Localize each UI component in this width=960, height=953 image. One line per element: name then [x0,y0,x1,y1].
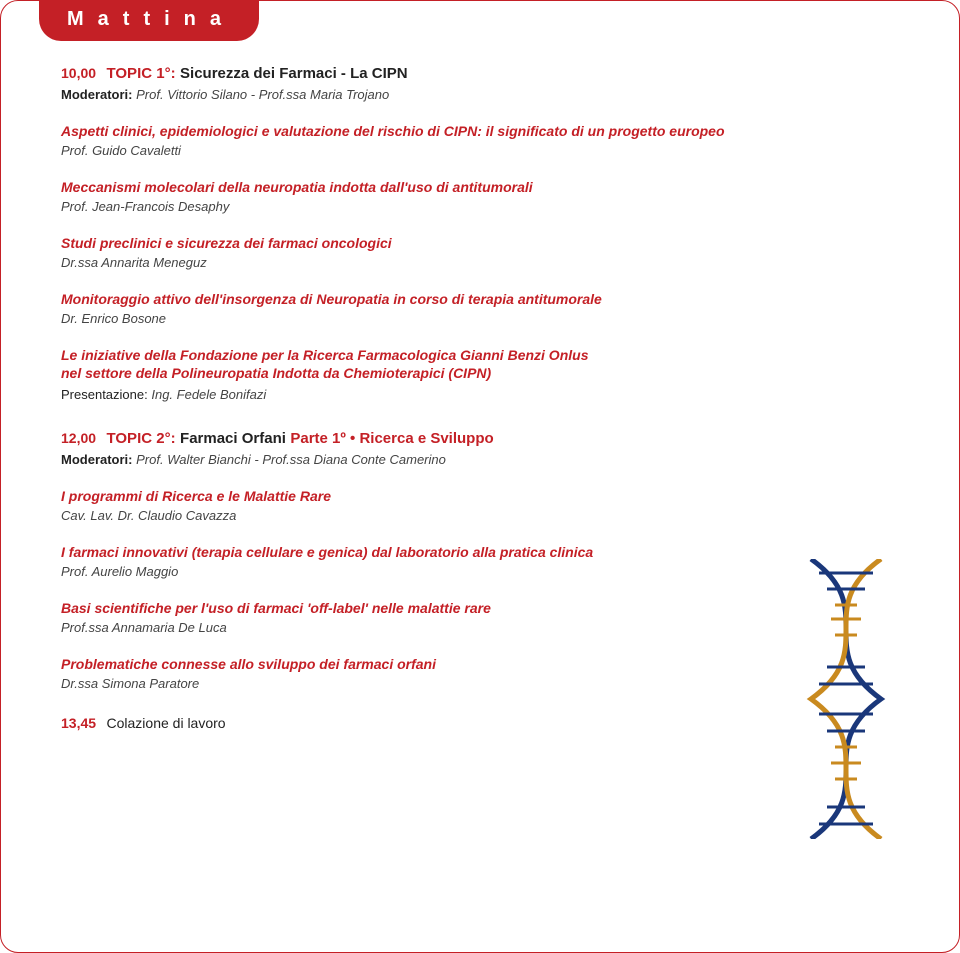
topic2-moderators: Moderatori: Prof. Walter Bianchi - Prof.… [61,452,919,467]
talk-title: Studi preclinici e sicurezza dei farmaci… [61,234,919,253]
topic2-title: Farmaci Orfani [180,430,286,447]
talk-1-4: Monitoraggio attivo dell'insorgenza di N… [61,290,919,326]
talk-speaker: Dr. Enrico Bosone [61,311,919,326]
talk-1-special: Le iniziative della Fondazione per la Ri… [61,346,919,403]
talk-speaker: Prof. Guido Cavaletti [61,143,919,158]
mod-names-1: Prof. Vittorio Silano - Prof.ssa Maria T… [136,87,389,102]
mod-names-2: Prof. Walter Bianchi - Prof.ssa Diana Co… [136,452,446,467]
talk-1-3: Studi preclinici e sicurezza dei farmaci… [61,234,919,270]
time-1: 10,00 [61,65,96,81]
talk-title: Monitoraggio attivo dell'insorgenza di N… [61,290,919,309]
talk-speaker: Dr.ssa Annarita Meneguz [61,255,919,270]
pres-label: Presentazione: [61,387,148,402]
closing-text: Colazione di lavoro [107,715,226,731]
pres-name: Ing. Fedele Bonifazi [151,387,266,402]
talk-1-2: Meccanismi molecolari della neuropatia i… [61,178,919,214]
talk-1-1: Aspetti clinici, epidemiologici e valuta… [61,122,919,158]
talk-title-line2: nel settore della Polineuropatia Indotta… [61,364,919,383]
topic1-title: Sicurezza dei Farmaci - La CIPN [180,65,408,82]
talk-speaker: Cav. Lav. Dr. Claudio Cavazza [61,508,919,523]
talk-title-line1: Le iniziative della Fondazione per la Ri… [61,346,919,365]
dna-icon [791,559,901,839]
session-header: Mattina [39,0,259,41]
talk-title: Meccanismi molecolari della neuropatia i… [61,178,919,197]
topic2-label: TOPIC 2°: [107,430,176,447]
page-frame: Mattina 10,00 TOPIC 1°: Sicurezza dei Fa… [0,0,960,953]
topic1-label: TOPIC 1°: [107,65,176,82]
mod-label-1: Moderatori: [61,87,133,102]
presentation-line: Presentazione: Ing. Fedele Bonifazi [61,387,919,402]
topic-1-heading: 10,00 TOPIC 1°: Sicurezza dei Farmaci - … [61,65,919,102]
time-2: 12,00 [61,430,96,446]
topic-2-heading: 12,00 TOPIC 2°: Farmaci Orfani Parte 1º … [61,430,919,467]
time-3: 13,45 [61,715,96,731]
talk-speaker: Prof. Jean-Francois Desaphy [61,199,919,214]
talk-title: Aspetti clinici, epidemiologici e valuta… [61,122,919,141]
talk-2-1: I programmi di Ricerca e le Malattie Rar… [61,487,919,523]
talk-title: I programmi di Ricerca e le Malattie Rar… [61,487,919,506]
mod-label-2: Moderatori: [61,452,133,467]
topic1-moderators: Moderatori: Prof. Vittorio Silano - Prof… [61,87,919,102]
topic2-part: Parte 1º • Ricerca e Sviluppo [290,430,493,447]
